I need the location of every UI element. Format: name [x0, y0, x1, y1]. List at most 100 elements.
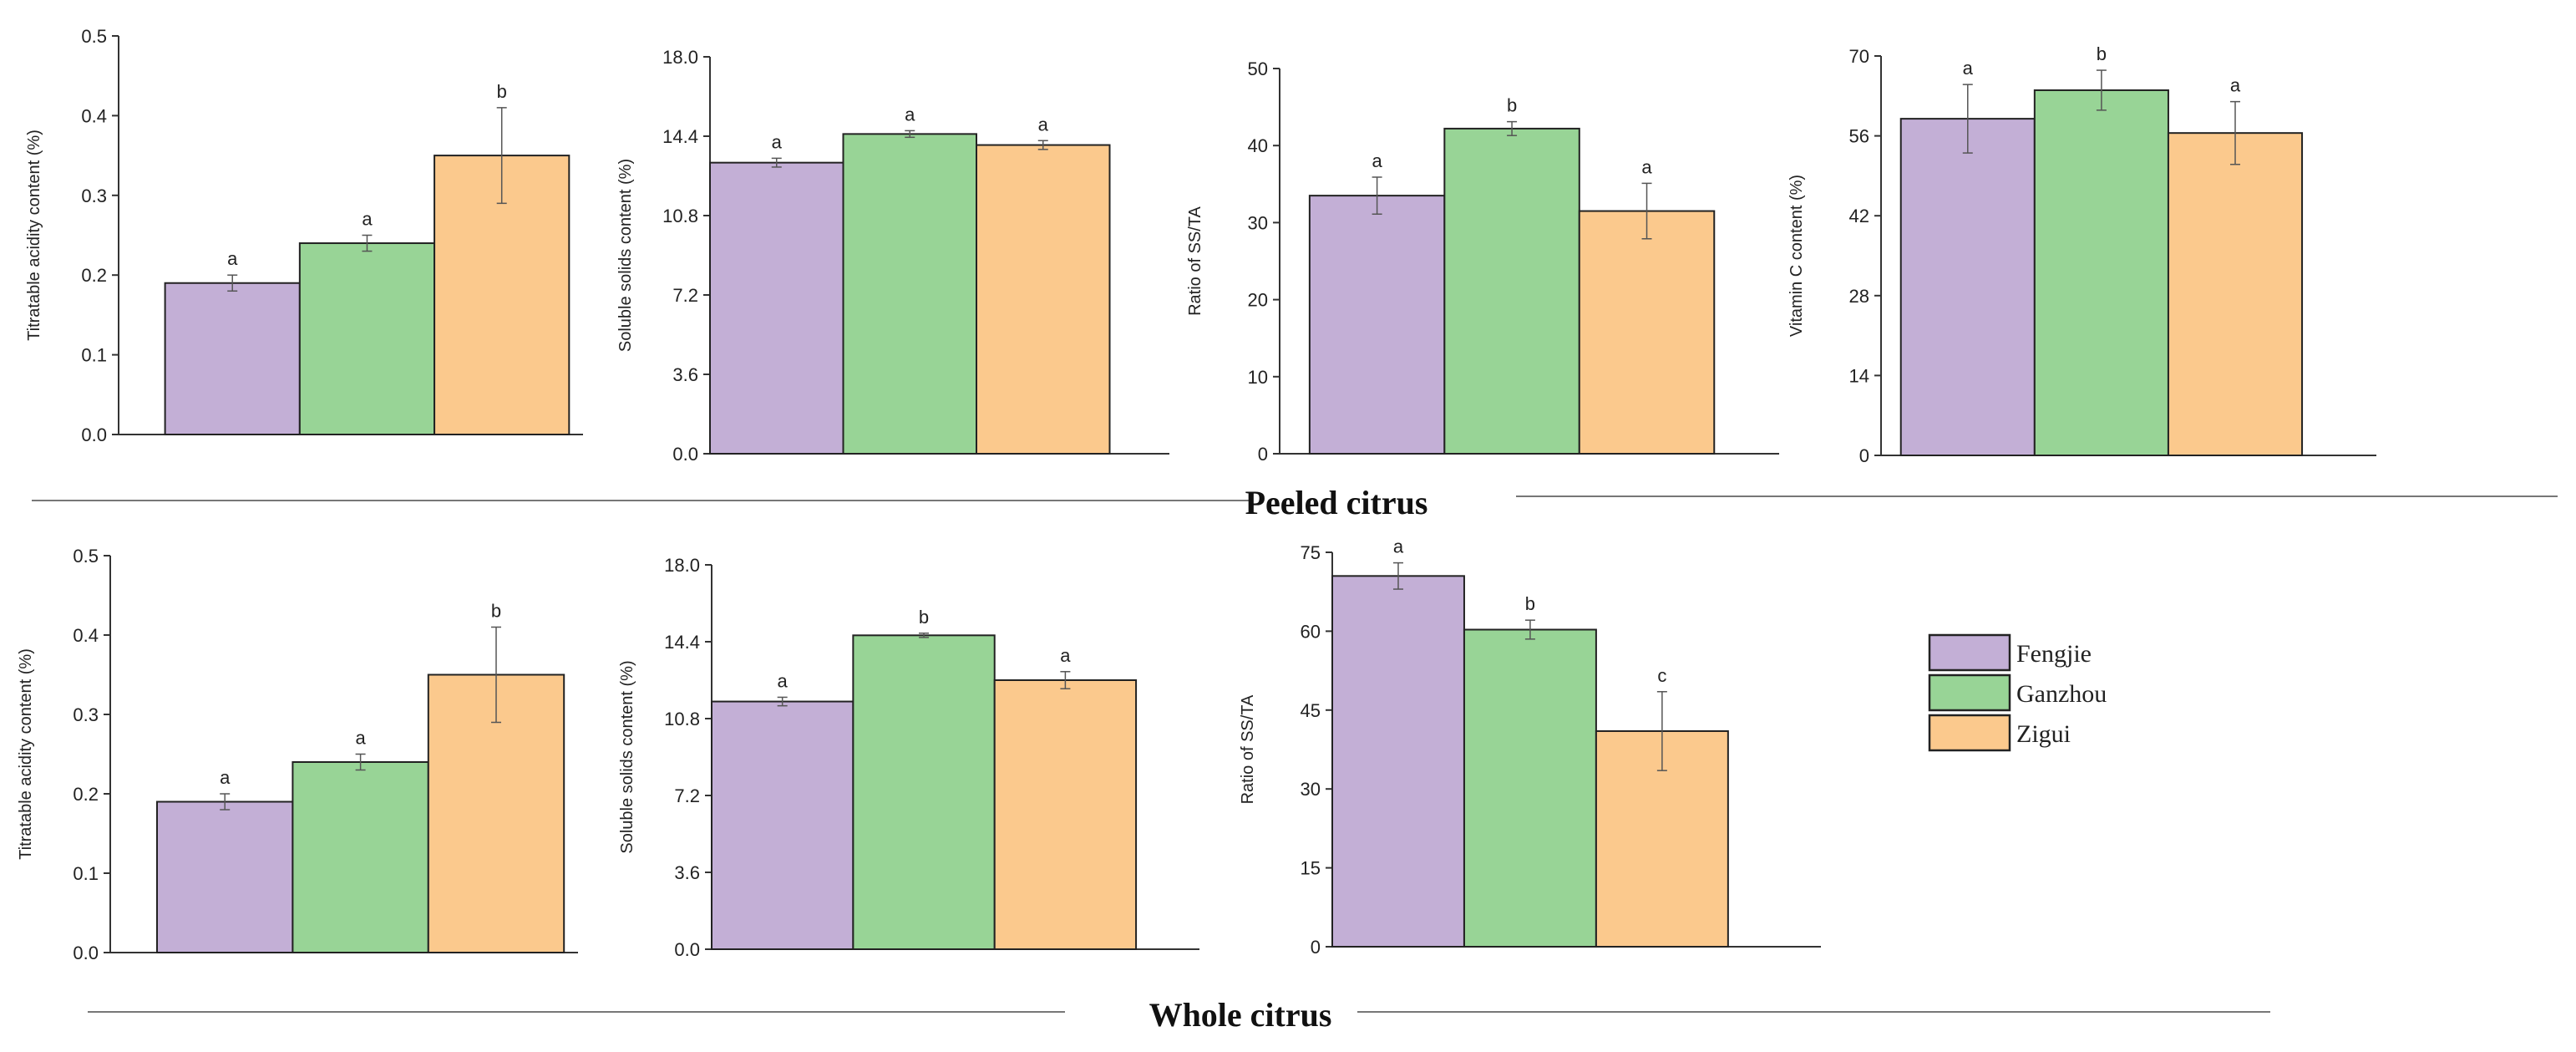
- y-tick-label: 0.0: [672, 444, 698, 465]
- y-tick-label: 30: [1301, 779, 1321, 800]
- significance-label-ganzhou: a: [355, 728, 366, 749]
- section-label-peeled: Peeled citrus: [1245, 484, 1428, 521]
- bar-fengjie: [711, 700, 854, 950]
- significance-label-fengjie: a: [772, 131, 783, 152]
- y-tick-label: 7.2: [674, 785, 700, 806]
- y-tick-label: 0.1: [81, 345, 107, 366]
- bar-ganzhou: [2033, 89, 2169, 456]
- y-tick-label: 0: [1258, 444, 1268, 465]
- y-tick-label: 30: [1248, 212, 1268, 233]
- y-tick-label: 42: [1849, 206, 1869, 226]
- significance-label-zigui: a: [1641, 156, 1652, 177]
- significance-label-ganzhou: b: [1525, 593, 1535, 614]
- significance-label-fengjie: a: [778, 670, 789, 691]
- y-tick-label: 0: [1859, 445, 1869, 466]
- bar-fengjie: [1899, 118, 2036, 456]
- y-tick-label: 0.0: [73, 943, 99, 963]
- y-axis-label: Soluble solids content (%): [616, 159, 635, 352]
- y-tick-label: 0.2: [81, 265, 107, 286]
- y-tick-label: 0.4: [81, 105, 107, 126]
- y-tick-label: 0.3: [81, 185, 107, 206]
- bar-ganzhou: [1463, 628, 1597, 948]
- legend-swatch-fengjie: [1928, 633, 2011, 672]
- chart-whole-ss: 0.0 3.6 7.2 10.8 14.4 18.0 Soluble solids cont…: [618, 555, 1199, 960]
- section-whole: Whole citrus: [88, 996, 2270, 1034]
- section-peeled: Peeled citrus: [32, 484, 2558, 521]
- bar-zigui: [1578, 210, 1716, 455]
- chart-peeled-ss: 0.0 3.6 7.2 10.8 14.4 18.0 Soluble solids cont…: [616, 47, 1169, 465]
- y-axis-label: Soluble solids content (%): [618, 660, 636, 853]
- significance-label-zigui: a: [1038, 114, 1049, 135]
- bar-zigui: [2167, 132, 2304, 457]
- significance-label-fengjie: a: [1963, 58, 1974, 79]
- bar-fengjie: [1331, 575, 1465, 948]
- y-tick-label: 14.4: [662, 126, 698, 147]
- y-axis-label: Titratable acidity content (%): [17, 648, 35, 860]
- y-tick-label: 28: [1849, 286, 1869, 307]
- bar-ganzhou: [842, 133, 977, 455]
- y-tick-label: 7.2: [672, 285, 698, 306]
- significance-label-fengjie: a: [1393, 536, 1404, 557]
- y-tick-label: 0.3: [73, 704, 99, 725]
- y-tick-label: 14.4: [664, 632, 700, 653]
- y-axis-label: Ratio of SS/TA: [1239, 694, 1257, 804]
- bar-ganzhou: [852, 634, 996, 950]
- significance-label-ganzhou: b: [1507, 95, 1517, 116]
- y-tick-label: 3.6: [672, 364, 698, 385]
- y-tick-label: 10: [1248, 367, 1268, 388]
- y-tick-label: 18.0: [662, 47, 698, 68]
- significance-label-ganzhou: b: [2097, 43, 2107, 64]
- legend: Fengjie Ganzhou Zigui: [1928, 633, 2107, 752]
- significance-label-ganzhou: a: [905, 104, 915, 125]
- chart-peeled-vc: 0 14 28 42 56 70 Vitamin C content (%) a b a: [1787, 43, 2376, 466]
- significance-label-fengjie: a: [227, 248, 238, 269]
- section-label-whole: Whole citrus: [1149, 996, 1332, 1034]
- y-tick-label: 50: [1248, 58, 1268, 79]
- bar-zigui: [976, 144, 1111, 455]
- y-tick-label: 70: [1849, 46, 1869, 67]
- y-tick-label: 60: [1301, 621, 1321, 642]
- significance-label-zigui: b: [497, 81, 507, 102]
- y-axis-label: Titratable acidity content (%): [25, 130, 43, 341]
- chart-whole-ratio: 0 15 30 45 60 75 Ratio of SS/TA a b c: [1239, 536, 1821, 958]
- y-tick-label: 20: [1248, 290, 1268, 311]
- y-tick-label: 14: [1849, 365, 1869, 386]
- y-tick-label: 0.1: [73, 863, 99, 884]
- bar-ganzhou: [292, 761, 429, 953]
- significance-label-zigui: a: [2230, 75, 2241, 96]
- y-tick-label: 0.5: [73, 546, 99, 567]
- y-tick-label: 3.6: [674, 862, 700, 883]
- y-axis-label: Vitamin C content (%): [1787, 175, 1806, 337]
- significance-label-ganzhou: a: [362, 209, 373, 230]
- y-tick-label: 45: [1301, 700, 1321, 721]
- y-tick-label: 56: [1849, 126, 1869, 147]
- y-tick-label: 0.5: [81, 26, 107, 47]
- y-tick-label: 0.4: [73, 625, 99, 646]
- legend-swatch-ganzhou: [1928, 673, 2011, 712]
- bar-fengjie: [1308, 195, 1446, 455]
- y-tick-label: 10.8: [664, 709, 700, 729]
- significance-label-fengjie: a: [1372, 150, 1382, 171]
- legend-label-ganzhou: Ganzhou: [2016, 680, 2107, 708]
- y-tick-label: 0.0: [674, 939, 700, 960]
- bar-ganzhou: [298, 242, 436, 436]
- legend-label-fengjie: Fengjie: [2016, 640, 2092, 668]
- significance-label-zigui: a: [1060, 645, 1071, 666]
- significance-label-fengjie: a: [220, 767, 231, 788]
- y-tick-label: 10.8: [662, 206, 698, 226]
- y-tick-label: 15: [1301, 858, 1321, 879]
- y-tick-label: 0: [1311, 937, 1321, 958]
- charts-layer: 0.0 0.1 0.2 0.3 0.4 0.5 Titratable acidity con…: [17, 26, 2376, 963]
- bar-fengjie: [709, 161, 844, 455]
- bar-fengjie: [164, 282, 301, 435]
- bar-fengjie: [156, 800, 294, 953]
- bar-zigui: [993, 679, 1138, 950]
- y-tick-label: 40: [1248, 135, 1268, 156]
- significance-label-zigui: b: [491, 601, 501, 622]
- y-tick-label: 0.2: [73, 784, 99, 805]
- legend-label-zigui: Zigui: [2016, 720, 2071, 748]
- y-axis-label: Ratio of SS/TA: [1186, 206, 1204, 315]
- y-tick-label: 0.0: [81, 424, 107, 445]
- y-tick-label: 18.0: [664, 555, 700, 576]
